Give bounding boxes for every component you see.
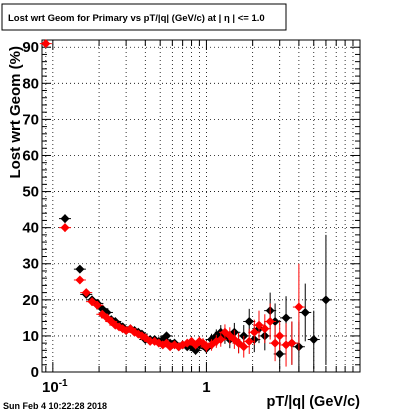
x-tick-labels: 10-1 1 (42, 378, 211, 396)
y-tick-label: 60 (22, 147, 39, 164)
marker-diamond (244, 316, 254, 326)
data-point-red (292, 263, 305, 351)
y-tick-label: 10 (22, 328, 39, 345)
series-red (39, 39, 305, 367)
data-point-red (253, 310, 266, 340)
marker-diamond (309, 335, 319, 345)
data-point-black (59, 214, 72, 224)
marker-diamond (275, 331, 285, 341)
data-point-red (73, 275, 86, 285)
data-point-red (91, 300, 104, 310)
data-point-black (160, 331, 173, 341)
marker-diamond (75, 275, 85, 285)
axis-ticks (42, 40, 360, 373)
data-point-red (258, 314, 271, 344)
data-markers (39, 39, 332, 372)
data-point-red (80, 288, 93, 298)
data-point-red (264, 303, 277, 340)
grid (42, 40, 360, 372)
y-tick-label: 50 (22, 184, 39, 201)
data-point-red (59, 223, 72, 233)
y-tick-label: 70 (22, 111, 39, 128)
data-point-black (73, 264, 86, 274)
marker-diamond (191, 345, 201, 355)
title-box: Lost wrt Geom for Primary vs pT/|q| (GeV… (1, 3, 287, 31)
timestamp: Sun Feb 4 10:22:28 2018 (3, 401, 107, 411)
data-point-black (319, 234, 332, 365)
data-point-black (243, 308, 256, 335)
y-tick-label: 90 (22, 39, 39, 56)
data-point-red (273, 321, 286, 351)
marker-diamond (254, 320, 264, 330)
marker-diamond (60, 214, 70, 224)
marker-diamond (244, 336, 254, 346)
marker-diamond (239, 342, 249, 352)
marker-diamond (260, 324, 270, 334)
data-point-black (307, 310, 320, 369)
chart-title: Lost wrt Geom for Primary vs pT/|q| (GeV… (8, 13, 265, 24)
marker-diamond (265, 316, 275, 326)
y-tick-label: 30 (22, 256, 39, 273)
y-tick-label: 40 (22, 220, 39, 237)
data-point-red (285, 321, 298, 365)
marker-diamond (75, 264, 85, 274)
data-point-red (237, 335, 250, 358)
data-point-black (299, 283, 312, 342)
plot-frame (41, 39, 361, 373)
marker-diamond (162, 331, 172, 341)
marker-diamond (275, 349, 285, 359)
marker-diamond (249, 327, 259, 337)
marker-diamond (281, 313, 291, 323)
data-point-red (248, 319, 261, 345)
data-point-red (243, 328, 256, 354)
x-axis-label: pT/|q| (GeV/c) (266, 394, 360, 410)
marker-diamond (60, 223, 70, 233)
y-tick-label: 80 (22, 75, 39, 92)
marker-diamond (294, 302, 304, 312)
marker-diamond (270, 338, 280, 348)
x-tick-label: 1 (202, 379, 210, 396)
marker-diamond (41, 39, 51, 49)
marker-diamond (300, 307, 310, 317)
data-point-red (39, 39, 52, 49)
y-axis-label: Lost wrt Geom (%) (7, 46, 24, 179)
y-tick-label: 20 (22, 292, 39, 309)
marker-diamond (216, 335, 226, 345)
marker-diamond (81, 288, 91, 298)
data-point-red (269, 325, 282, 362)
marker-diamond (187, 336, 197, 346)
x-tick-label: 10-1 (42, 378, 68, 396)
y-tick-labels: 0 10 20 30 40 50 60 70 80 90 (22, 39, 39, 381)
marker-diamond (321, 295, 331, 305)
marker-diamond (287, 338, 297, 348)
y-tick-label: 0 (31, 364, 39, 381)
marker-diamond (92, 300, 102, 310)
